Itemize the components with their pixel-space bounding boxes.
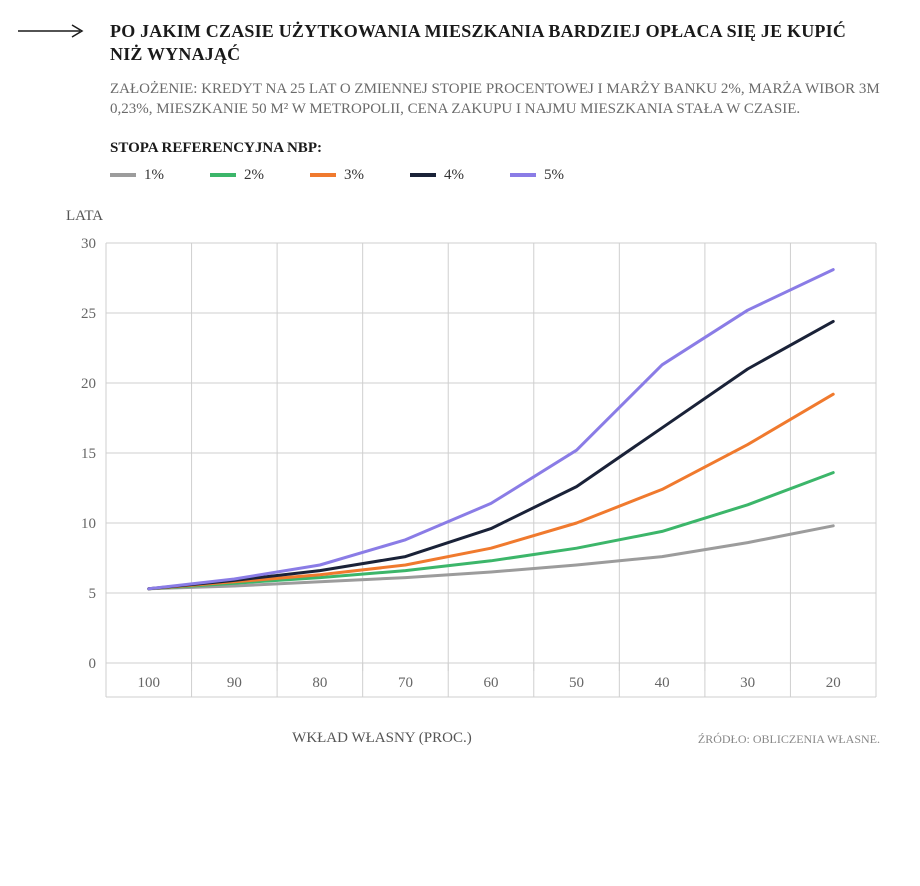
svg-text:90: 90 <box>227 675 242 691</box>
legend-swatch <box>410 173 436 177</box>
legend-item: 1% <box>110 167 164 184</box>
svg-text:15: 15 <box>81 446 96 462</box>
legend-swatch <box>310 173 336 177</box>
svg-text:50: 50 <box>569 675 584 691</box>
svg-text:0: 0 <box>89 656 97 672</box>
svg-text:20: 20 <box>826 675 841 691</box>
legend-label: 4% <box>444 167 464 184</box>
chart-plot: 0 5 10 15 20 25 30 100 90 80 70 60 50 40 30 20 <box>66 233 880 718</box>
svg-text:10: 10 <box>81 516 96 532</box>
svg-text:5: 5 <box>89 586 97 602</box>
legend-item: 3% <box>310 167 364 184</box>
svg-text:25: 25 <box>81 306 96 322</box>
chart-source: ŹRÓDŁO: OBLICZENIA WŁASNE. <box>698 732 880 747</box>
legend-label: 3% <box>344 167 364 184</box>
y-axis-label: LATA <box>66 208 880 225</box>
svg-text:40: 40 <box>655 675 670 691</box>
legend-label: 2% <box>244 167 264 184</box>
legend-item: 4% <box>410 167 464 184</box>
arrow-icon <box>18 24 90 38</box>
svg-text:100: 100 <box>138 675 161 691</box>
svg-text:60: 60 <box>484 675 499 691</box>
svg-text:80: 80 <box>312 675 327 691</box>
legend-item: 2% <box>210 167 264 184</box>
legend-swatch <box>210 173 236 177</box>
legend-title: STOPA REFERENCYJNA NBP: <box>110 140 880 157</box>
x-axis-label: WKŁAD WŁASNY (PROC.) <box>66 730 698 747</box>
svg-text:20: 20 <box>81 376 96 392</box>
legend-label: 1% <box>144 167 164 184</box>
svg-text:30: 30 <box>81 236 96 252</box>
legend-item: 5% <box>510 167 564 184</box>
legend-swatch <box>510 173 536 177</box>
legend: 1% 2% 3% 4% 5% <box>110 167 880 184</box>
line-chart: 0 5 10 15 20 25 30 100 90 80 70 60 50 40 30 20 <box>66 233 886 713</box>
legend-swatch <box>110 173 136 177</box>
chart-subtitle: ZAŁOŻENIE: KREDYT NA 25 LAT O ZMIENNEJ S… <box>110 79 880 120</box>
chart-title: PO JAKIM CZASIE UŻYTKOWANIA MIESZKANIA B… <box>110 20 880 65</box>
svg-text:70: 70 <box>398 675 413 691</box>
legend-label: 5% <box>544 167 564 184</box>
svg-text:30: 30 <box>740 675 755 691</box>
